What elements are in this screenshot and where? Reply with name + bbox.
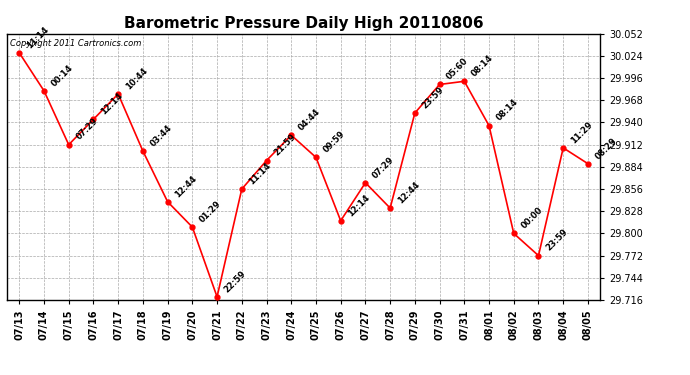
Text: Copyright 2011 Cartronics.com: Copyright 2011 Cartronics.com: [10, 39, 141, 48]
Text: 21:59: 21:59: [272, 132, 297, 158]
Text: 00:00: 00:00: [520, 206, 544, 231]
Text: 11:14: 11:14: [25, 25, 50, 50]
Text: 08:14: 08:14: [470, 53, 495, 78]
Text: 00:14: 00:14: [50, 63, 75, 88]
Text: 12:14: 12:14: [99, 91, 124, 117]
Text: 03:44: 03:44: [148, 123, 174, 148]
Text: 11:14: 11:14: [247, 161, 273, 186]
Text: 22:59: 22:59: [223, 269, 248, 294]
Text: 23:59: 23:59: [420, 85, 446, 110]
Text: 12:44: 12:44: [173, 174, 199, 199]
Text: 12:14: 12:14: [346, 193, 372, 218]
Text: 09:59: 09:59: [322, 129, 346, 154]
Text: 11:29: 11:29: [569, 120, 594, 145]
Text: 08:29: 08:29: [593, 136, 619, 161]
Text: 10:44: 10:44: [124, 66, 149, 91]
Text: 01:29: 01:29: [198, 199, 223, 224]
Text: 05:60: 05:60: [445, 57, 471, 82]
Text: 07:29: 07:29: [371, 155, 396, 180]
Text: 08:14: 08:14: [495, 98, 520, 123]
Text: 12:44: 12:44: [395, 180, 421, 205]
Text: 04:44: 04:44: [297, 107, 322, 132]
Title: Barometric Pressure Daily High 20110806: Barometric Pressure Daily High 20110806: [124, 16, 484, 31]
Text: 23:59: 23:59: [544, 228, 569, 253]
Text: 07:29: 07:29: [75, 117, 99, 142]
